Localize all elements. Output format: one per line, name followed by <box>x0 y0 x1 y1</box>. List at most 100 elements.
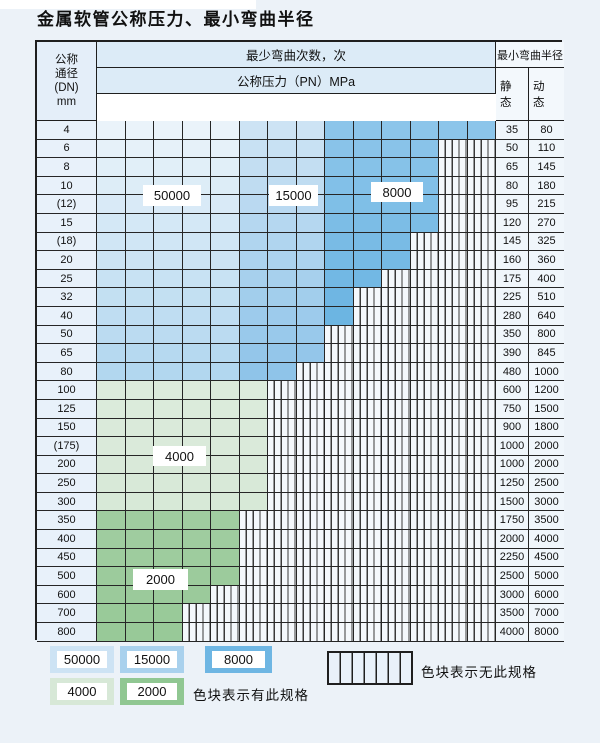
no-spec-cell <box>353 399 382 419</box>
dn-value: 32 <box>37 288 97 307</box>
spec-cell-50000 <box>125 158 154 177</box>
table-row: 350 1750 3500 <box>37 511 564 531</box>
spec-cell-2000 <box>182 548 211 568</box>
no-spec-cell <box>410 306 439 326</box>
no-spec-cell <box>268 474 297 493</box>
static-radius-value: 95 <box>496 195 529 214</box>
spec-cell-8000 <box>410 158 439 177</box>
spec-cell-50000 <box>211 269 240 289</box>
spec-cell-50000 <box>125 325 154 345</box>
spec-cell-15000 <box>239 269 268 289</box>
no-spec-cell <box>382 511 411 531</box>
spec-cell-2000 <box>97 567 126 586</box>
no-spec-cell <box>439 567 468 586</box>
spec-cell-15000 <box>239 344 268 363</box>
dn-value: 25 <box>37 269 97 289</box>
dn-value: (12) <box>37 195 97 214</box>
no-spec-cell <box>211 623 240 642</box>
dynamic-radius-value: 3000 <box>529 492 564 512</box>
spec-cell-8000 <box>410 121 439 140</box>
spec-cell-50000 <box>182 232 211 252</box>
static-radius-value: 2250 <box>496 548 529 568</box>
dn-header-line: mm <box>56 96 77 108</box>
no-spec-cell <box>467 232 496 252</box>
spec-cell-4000 <box>182 399 211 419</box>
spec-cell-8000 <box>382 158 411 177</box>
spec-cell-4000 <box>125 418 154 438</box>
dynamic-radius-value: 215 <box>529 195 564 214</box>
dn-value: 600 <box>37 585 97 605</box>
no-spec-cell <box>353 344 382 363</box>
spec-cell-4000 <box>97 455 126 475</box>
spec-cell-50000 <box>97 232 126 252</box>
no-spec-cell <box>382 418 411 438</box>
cycle-zone-label: 4000 <box>153 446 206 466</box>
spec-cell-2000 <box>125 511 154 531</box>
spec-cell-4000 <box>211 381 240 400</box>
spec-cell-4000 <box>182 492 211 512</box>
no-spec-cell <box>353 492 382 512</box>
no-spec-cell <box>439 623 468 642</box>
table-row: 700 3500 7000 <box>37 604 564 624</box>
static-radius-value: 390 <box>496 344 529 363</box>
spec-cell-15000 <box>296 325 325 345</box>
spec-cell-15000 <box>296 213 325 233</box>
table-row: 125 750 1500 <box>37 399 564 419</box>
static-radius-value: 480 <box>496 362 529 382</box>
dynamic-radius-value: 8000 <box>529 623 564 642</box>
no-spec-cell <box>296 437 325 456</box>
legend-absent-note: 色块表示无此规格 <box>421 665 537 680</box>
spec-cell-50000 <box>125 139 154 159</box>
no-spec-cell <box>467 511 496 531</box>
no-spec-cell <box>467 437 496 456</box>
spec-cell-15000 <box>268 269 297 289</box>
no-spec-cell <box>296 381 325 400</box>
no-spec-cell <box>410 567 439 586</box>
no-spec-cell <box>410 232 439 252</box>
spec-cell-4000 <box>211 399 240 419</box>
no-spec-cell <box>410 251 439 270</box>
bend-cycles-header: 最少弯曲次数，次 <box>97 42 496 68</box>
static-radius-value: 50 <box>496 139 529 159</box>
spec-cell-4000 <box>239 418 268 438</box>
no-spec-cell <box>325 492 354 512</box>
no-spec-cell <box>467 288 496 307</box>
no-spec-cell <box>353 362 382 382</box>
static-radius-value: 900 <box>496 418 529 438</box>
spec-cell-50000 <box>125 121 154 140</box>
spec-cell-50000 <box>211 232 240 252</box>
no-spec-cell <box>268 437 297 456</box>
spec-cell-50000 <box>182 288 211 307</box>
no-spec-cell <box>382 585 411 605</box>
spec-cell-8000 <box>410 213 439 233</box>
spec-cell-15000 <box>239 232 268 252</box>
spec-cell-50000 <box>154 344 183 363</box>
spec-cell-50000 <box>97 251 126 270</box>
no-spec-cell <box>382 604 411 624</box>
no-spec-cell <box>325 418 354 438</box>
static-radius-value: 35 <box>496 121 529 140</box>
no-spec-cell <box>382 325 411 345</box>
spec-cell-4000 <box>125 399 154 419</box>
dynamic-radius-value: 1800 <box>529 418 564 438</box>
spec-cell-50000 <box>211 344 240 363</box>
no-spec-cell <box>268 455 297 475</box>
table-row: 600 3000 6000 <box>37 585 564 605</box>
spec-cell-50000 <box>154 362 183 382</box>
no-spec-cell <box>439 325 468 345</box>
no-spec-cell <box>382 269 411 289</box>
spec-cell-15000 <box>239 139 268 159</box>
no-spec-cell <box>353 567 382 586</box>
no-spec-cell <box>325 530 354 549</box>
no-spec-cell <box>382 548 411 568</box>
spec-cell-4000 <box>211 455 240 475</box>
dn-value: 80 <box>37 362 97 382</box>
no-spec-cell <box>439 474 468 493</box>
no-spec-cell <box>439 269 468 289</box>
dynamic-radius-value: 6000 <box>529 585 564 605</box>
spec-cell-50000 <box>182 139 211 159</box>
spec-cell-15000 <box>268 121 297 140</box>
spec-cell-50000 <box>97 158 126 177</box>
no-spec-cell <box>325 437 354 456</box>
scan-strip <box>0 0 256 9</box>
